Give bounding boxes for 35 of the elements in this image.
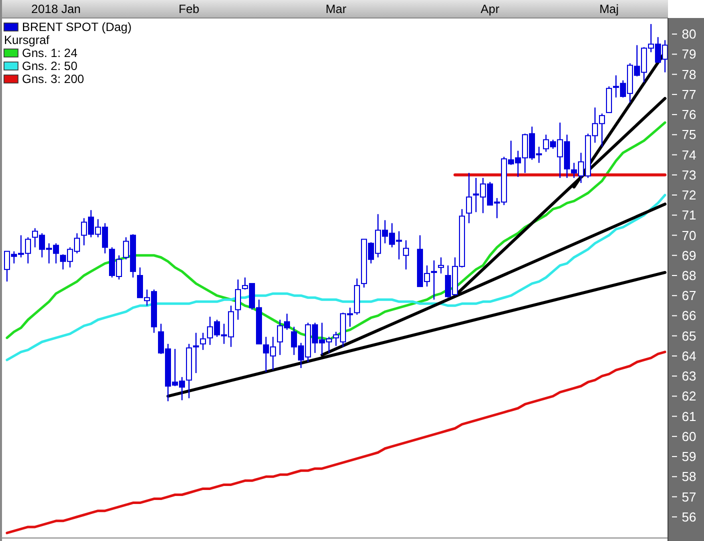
x-tick-label: Apr [480, 2, 500, 16]
y-tick-label: 69 [682, 248, 696, 263]
y-tick-label: 67 [682, 288, 696, 304]
y-tick-label: 71 [682, 208, 696, 223]
y-tick-label: 70 [682, 228, 696, 243]
legend-title: Kursgraf [4, 33, 50, 47]
y-tick-label: 56 [682, 509, 696, 524]
y-tick-label: 68 [682, 268, 696, 283]
y-tick-label: 74 [682, 147, 696, 162]
legend-label: BRENT SPOT (Dag) [22, 20, 132, 34]
y-tick-label: 80 [682, 26, 696, 42]
x-tick-label: Feb [178, 2, 200, 16]
y-tick-label: 73 [682, 167, 696, 182]
y-tick-label: 75 [682, 127, 696, 142]
y-tick-label: 72 [682, 188, 696, 203]
y-tick-label: 77 [682, 86, 696, 102]
x-tick-label: Mar [326, 2, 346, 16]
y-tick-label: 62 [682, 388, 696, 404]
legend-label: Gns. 3: 200 [22, 72, 84, 86]
y-tick-label: 63 [682, 368, 696, 384]
y-tick-label: 58 [682, 469, 696, 484]
y-tick-label: 57 [682, 489, 696, 504]
y-tick-label: 76 [682, 107, 696, 122]
y-tick-label: 78 [682, 66, 696, 82]
y-tick-label: 59 [682, 449, 696, 464]
legend-label: Gns. 1: 24 [22, 46, 78, 60]
y-tick-label: 64 [682, 348, 696, 364]
y-tick-label: 65 [682, 328, 696, 344]
y-tick-label: 79 [682, 46, 696, 62]
legend-label: Gns. 2: 50 [22, 59, 78, 73]
x-tick-label: 2018 Jan [31, 2, 81, 16]
x-tick-label: Maj [599, 2, 619, 16]
y-tick-label: 66 [682, 308, 696, 324]
y-tick-label: 60 [682, 428, 696, 444]
y-tick-label: 61 [682, 408, 696, 424]
